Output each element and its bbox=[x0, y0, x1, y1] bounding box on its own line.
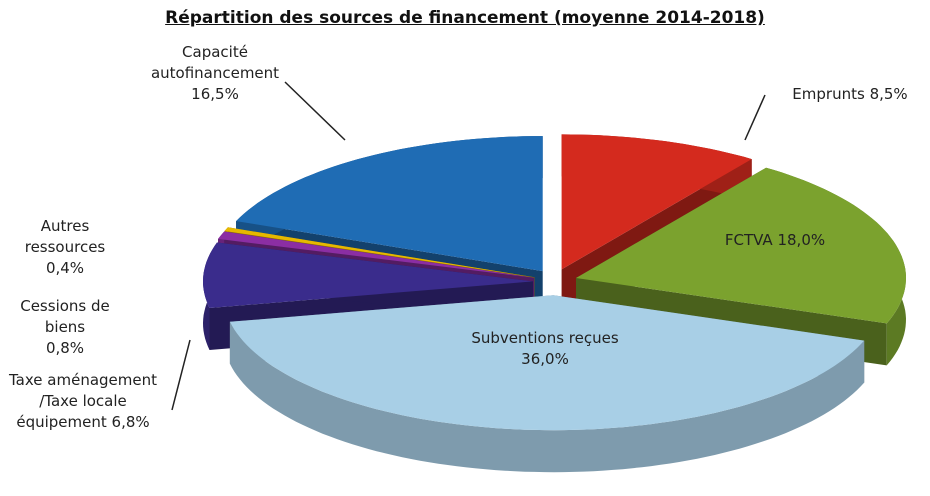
leader-line bbox=[284, 81, 346, 141]
label-value: 36,0% bbox=[521, 350, 569, 368]
slice-side bbox=[229, 321, 865, 473]
label-category: Autres ressources bbox=[24, 217, 106, 256]
leader-line bbox=[744, 94, 766, 141]
label-category: Cessions de biens bbox=[20, 297, 110, 336]
data-label: Emprunts 8,5% bbox=[770, 84, 930, 105]
slice bbox=[229, 295, 865, 431]
label-value: 18,0% bbox=[777, 231, 826, 249]
label-category: FCTVA bbox=[724, 231, 773, 249]
slice bbox=[576, 167, 906, 324]
label-value: 16,5% bbox=[191, 85, 239, 103]
label-value: 0,8% bbox=[45, 339, 85, 357]
data-label: Taxe aménagement /Taxe locale équipement… bbox=[8, 370, 158, 433]
slice bbox=[218, 231, 535, 278]
label-value: 6,8% bbox=[111, 413, 150, 431]
data-label: Cessions de biens 0,8% bbox=[0, 296, 130, 359]
slice bbox=[224, 227, 535, 278]
label-category: Taxe aménagement /Taxe locale équipement bbox=[9, 371, 157, 431]
data-label: Autres ressources 0,4% bbox=[0, 216, 130, 279]
slice bbox=[236, 136, 543, 272]
label-category: Subventions reçues bbox=[471, 329, 619, 347]
label-value: 0,4% bbox=[45, 259, 85, 277]
leader-line bbox=[171, 339, 191, 411]
chart-title: Répartition des sources de financement (… bbox=[165, 8, 765, 28]
data-label: FCTVA 18,0% bbox=[700, 230, 850, 251]
slice bbox=[561, 134, 752, 270]
data-label: Subventions reçues 36,0% bbox=[470, 328, 620, 370]
label-category: Emprunts bbox=[792, 85, 865, 103]
data-label: Capacité autofinancement 16,5% bbox=[130, 42, 300, 105]
slice bbox=[203, 242, 533, 308]
label-value: 8,5% bbox=[869, 85, 908, 103]
label-category: Capacité autofinancement bbox=[150, 43, 280, 82]
